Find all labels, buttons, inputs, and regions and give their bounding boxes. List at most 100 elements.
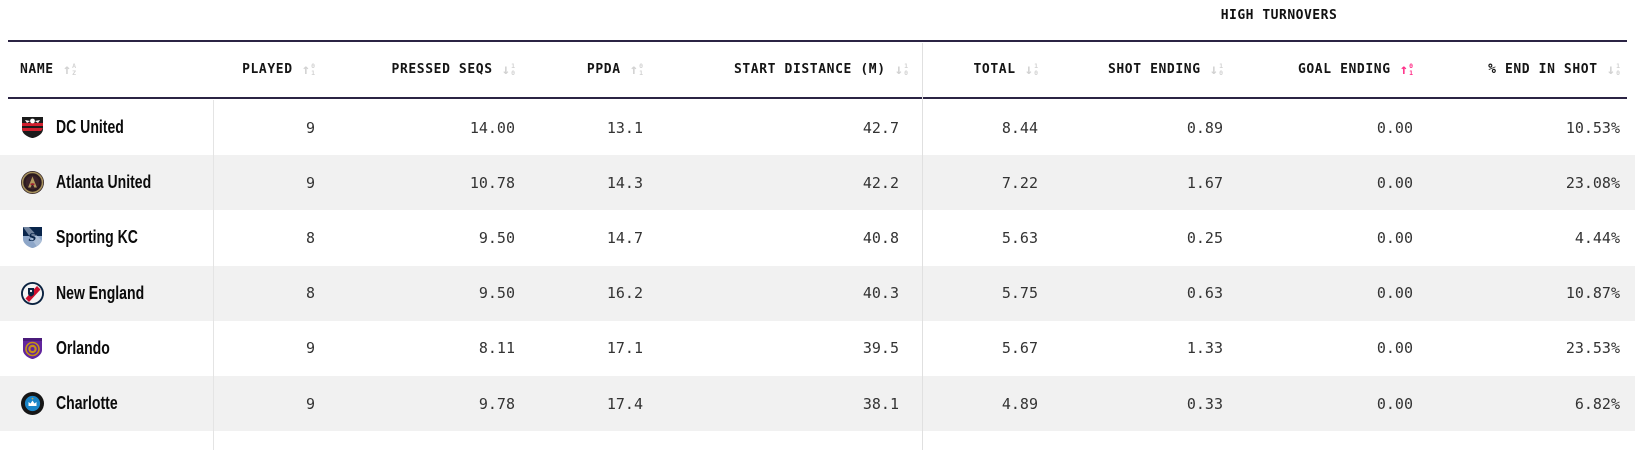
ppda-cell: 16.2 xyxy=(606,284,643,303)
pressed-seqs-cell: 14.00 xyxy=(469,118,515,137)
table-body: DC United 9 14.00 13.1 42.7 8.44 0.89 0.… xyxy=(0,100,1635,450)
team-name: Atlanta United xyxy=(56,172,152,193)
shot-ending-cell: 0.63 xyxy=(1186,284,1223,303)
column-label: GOAL ENDING xyxy=(1297,62,1391,77)
column-label: SHOT ENDING xyxy=(1107,62,1201,77)
svg-text:S: S xyxy=(29,231,37,244)
column-label: PPDA xyxy=(586,62,621,77)
total-cell: 5.63 xyxy=(1001,228,1038,247)
pct-end-in-shot-cell: 23.53% xyxy=(1565,339,1620,358)
table-row[interactable]: Charlotte 9 9.78 17.4 38.1 4.89 0.33 0.0… xyxy=(0,375,1635,432)
pressed-seqs-cell: 8.11 xyxy=(478,339,515,358)
column-label: PRESSED SEQS xyxy=(391,62,493,77)
table-row[interactable]: DC United 9 14.00 13.1 42.7 8.44 0.89 0.… xyxy=(0,100,1635,155)
shot-ending-cell: 0.25 xyxy=(1186,228,1223,247)
team-cell: Atlanta United xyxy=(0,170,213,195)
pct-end-in-shot-cell: 4.44% xyxy=(1574,228,1620,247)
pressed-seqs-cell: 9.50 xyxy=(478,228,515,247)
group-header-band: HIGH TURNOVERS xyxy=(0,0,1635,40)
pressed-seqs-cell: 9.78 xyxy=(478,394,515,413)
orlando-logo-icon xyxy=(20,336,45,361)
table-row[interactable]: Atlanta United 9 10.78 14.3 42.2 7.22 1.… xyxy=(0,155,1635,211)
ppda-cell: 13.1 xyxy=(606,118,643,137)
goal-ending-cell: 0.00 xyxy=(1376,118,1413,137)
group-header-high-turnovers: HIGH TURNOVERS xyxy=(1220,8,1338,23)
ppda-cell: 17.4 xyxy=(606,394,643,413)
goal-ending-cell: 0.00 xyxy=(1376,228,1413,247)
total-cell: 7.22 xyxy=(1001,173,1038,192)
column-label: TOTAL xyxy=(973,62,1016,77)
header-top-rule xyxy=(8,40,1627,42)
atlanta-united-logo-icon xyxy=(20,170,45,195)
pressed-seqs-cell: 9.50 xyxy=(478,284,515,303)
name-column-divider xyxy=(213,100,214,450)
played-cell: 9 xyxy=(305,339,315,358)
column-label: PLAYED xyxy=(242,62,293,77)
team-name: Sporting KC xyxy=(56,227,138,248)
charlotte-logo-icon xyxy=(20,391,45,416)
new-england-logo-icon xyxy=(20,281,45,306)
played-cell: 9 xyxy=(305,173,315,192)
goal-ending-cell: 0.00 xyxy=(1376,394,1413,413)
team-cell: Charlotte xyxy=(0,391,213,416)
start-distance-cell: 42.7 xyxy=(862,118,899,137)
table-row[interactable]: S Sporting KC 8 9.50 14.7 40.8 5.63 0.25… xyxy=(0,210,1635,265)
pct-end-in-shot-cell: 6.82% xyxy=(1574,394,1620,413)
played-cell: 9 xyxy=(305,118,315,137)
team-cell: New England xyxy=(0,281,213,306)
team-cell: Orlando xyxy=(0,336,213,361)
total-cell: 5.75 xyxy=(1001,284,1038,303)
shot-ending-cell: 1.67 xyxy=(1186,173,1223,192)
team-cell: DC United xyxy=(0,115,213,140)
ppda-cell: 14.7 xyxy=(606,228,643,247)
dc-united-logo-icon xyxy=(20,115,45,140)
table-row[interactable]: New England 8 9.50 16.2 40.3 5.75 0.63 0… xyxy=(0,265,1635,321)
team-cell: S Sporting KC xyxy=(0,225,213,250)
played-cell: 8 xyxy=(305,228,315,247)
goal-ending-cell: 0.00 xyxy=(1376,173,1413,192)
sporting-kc-logo-icon: S xyxy=(20,225,45,250)
group-divider xyxy=(922,43,923,450)
column-label: START DISTANCE (M) xyxy=(733,62,886,77)
table-row[interactable]: Orlando 9 8.11 17.1 39.5 5.67 1.33 0.00 … xyxy=(0,321,1635,376)
pct-end-in-shot-cell: 10.87% xyxy=(1565,284,1620,303)
goal-ending-cell: 0.00 xyxy=(1376,284,1413,303)
shot-ending-cell: 0.33 xyxy=(1186,394,1223,413)
team-name: DC United xyxy=(56,117,124,138)
team-name: Orlando xyxy=(56,337,110,358)
goal-ending-cell: 0.00 xyxy=(1376,339,1413,358)
start-distance-cell: 39.5 xyxy=(862,339,899,358)
team-name: Charlotte xyxy=(56,393,118,414)
start-distance-cell: 40.8 xyxy=(862,228,899,247)
total-cell: 5.67 xyxy=(1001,339,1038,358)
start-distance-cell: 38.1 xyxy=(862,394,899,413)
shot-ending-cell: 0.89 xyxy=(1186,118,1223,137)
played-cell: 8 xyxy=(305,284,315,303)
ppda-cell: 14.3 xyxy=(606,173,643,192)
played-cell: 9 xyxy=(305,394,315,413)
total-cell: 4.89 xyxy=(1001,394,1038,413)
ppda-cell: 17.1 xyxy=(606,339,643,358)
start-distance-cell: 40.3 xyxy=(862,284,899,303)
partial-row xyxy=(0,431,1635,450)
